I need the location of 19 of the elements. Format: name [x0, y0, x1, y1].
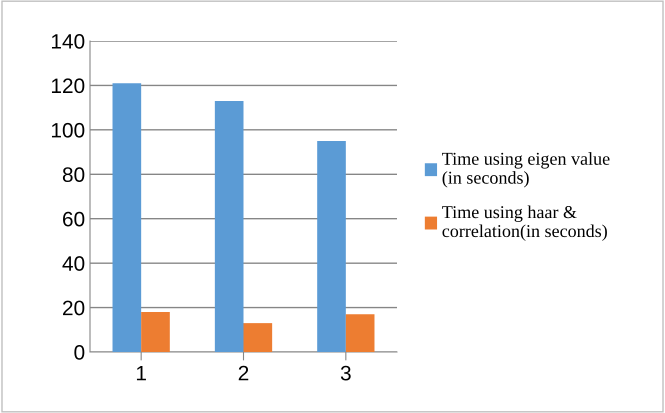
bar: [346, 314, 374, 352]
x-tick-label: 3: [340, 366, 351, 380]
y-tick-label: 80: [62, 167, 84, 182]
x-tick-label: 2: [238, 366, 248, 380]
x-tick-label: 1: [136, 366, 146, 380]
y-tick-label: 120: [52, 78, 84, 94]
y-tick-label: 20: [63, 300, 84, 316]
y-tick-label: 100: [52, 122, 84, 138]
bar: [317, 140, 346, 352]
bar: [141, 312, 170, 352]
bar: [244, 323, 272, 352]
y-tick-label: 40: [62, 256, 84, 271]
y-tick-label: 60: [63, 212, 84, 226]
bar: [214, 100, 244, 352]
y-tick-label: 140: [52, 34, 84, 49]
legend-label: Time using haar & correlation(in seconds): [442, 206, 607, 241]
legend-label: Time using eigen value (in seconds): [442, 152, 610, 188]
y-tick-label: 0: [74, 345, 84, 360]
bar: [112, 83, 142, 352]
